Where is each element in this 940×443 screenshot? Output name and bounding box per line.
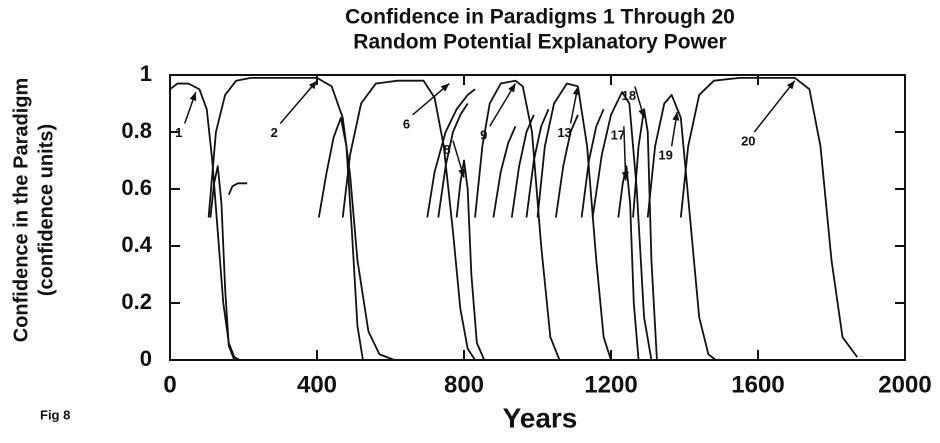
x-tick-label: 400	[297, 371, 337, 398]
x-axis-label: Years	[503, 402, 578, 433]
y-axis-units: (confidence units)	[35, 124, 57, 296]
annotation-arrow	[489, 83, 517, 127]
paradigm-curve	[227, 182, 248, 196]
x-tick-label: 2000	[878, 371, 931, 398]
annotation-arrowhead	[638, 108, 646, 118]
annotation-arrowhead	[308, 80, 317, 90]
annotation: 2	[271, 125, 278, 140]
paradigm-curve	[209, 165, 236, 361]
paradigm-curve	[492, 125, 517, 218]
paradigm-curve	[510, 114, 535, 218]
x-tick-label: 1600	[731, 371, 784, 398]
paradigm-curve	[646, 94, 717, 361]
paradigm-curve	[679, 76, 858, 358]
annotation: 1	[175, 125, 182, 140]
annotation-arrowhead	[786, 80, 795, 90]
y-axis-label: Confidence in the Paradigm	[10, 78, 32, 342]
annotation: 8	[443, 142, 450, 157]
y-tick-label: 0	[140, 346, 152, 371]
paradigm-curve	[474, 79, 561, 361]
y-tick-label: 0.2	[121, 289, 152, 314]
chart-title: Confidence in Paradigms 1 Through 20	[345, 6, 735, 29]
plot-frame	[169, 74, 906, 361]
paradigm-curve	[525, 108, 550, 218]
annotation: 6	[403, 116, 410, 131]
paradigm-curve	[632, 108, 658, 361]
annotation-arrow	[623, 126, 627, 181]
x-tick-label: 0	[163, 371, 176, 398]
annotation-arrow	[279, 80, 318, 124]
paradigm-curve	[207, 76, 395, 361]
x-tick-label: 800	[444, 371, 484, 398]
paradigm-curve	[317, 116, 364, 361]
figure-label: Fig 8	[40, 407, 70, 422]
annotation: 20	[741, 133, 755, 148]
annotation: 19	[658, 148, 672, 163]
annotation-arrowhead	[508, 83, 516, 93]
paradigm-curve	[169, 82, 241, 361]
annotation-arrowhead	[458, 168, 465, 178]
y-tick-label: 0.8	[121, 118, 152, 143]
paradigm-curve	[617, 165, 640, 361]
paradigm-curve	[554, 114, 579, 218]
y-tick-label: 0.6	[121, 175, 152, 200]
chart-subtitle: Random Potential Explanatory Power	[353, 31, 726, 54]
paradigm-curve	[437, 103, 469, 218]
annotation-arrowhead	[572, 86, 580, 96]
annotation-arrowhead	[621, 172, 629, 181]
y-tick-label: 0.4	[121, 232, 152, 257]
paradigm-curve	[455, 159, 486, 361]
annotation: 9	[480, 128, 487, 143]
annotation: 17	[611, 128, 625, 143]
annotation-arrowhead	[440, 83, 450, 92]
annotation-arrowhead	[672, 112, 680, 121]
paradigm-curve	[580, 108, 605, 218]
paradigm-curve	[591, 91, 653, 361]
annotation: 18	[622, 88, 636, 103]
paradigm-curve	[341, 79, 476, 361]
annotation-arrow	[753, 80, 796, 133]
paradigm-curve	[426, 88, 476, 218]
x-tick-label: 1200	[584, 371, 637, 398]
annotation: 13	[557, 125, 571, 140]
y-tick-label: 1	[140, 61, 152, 86]
annotation-arrowhead	[189, 92, 197, 102]
